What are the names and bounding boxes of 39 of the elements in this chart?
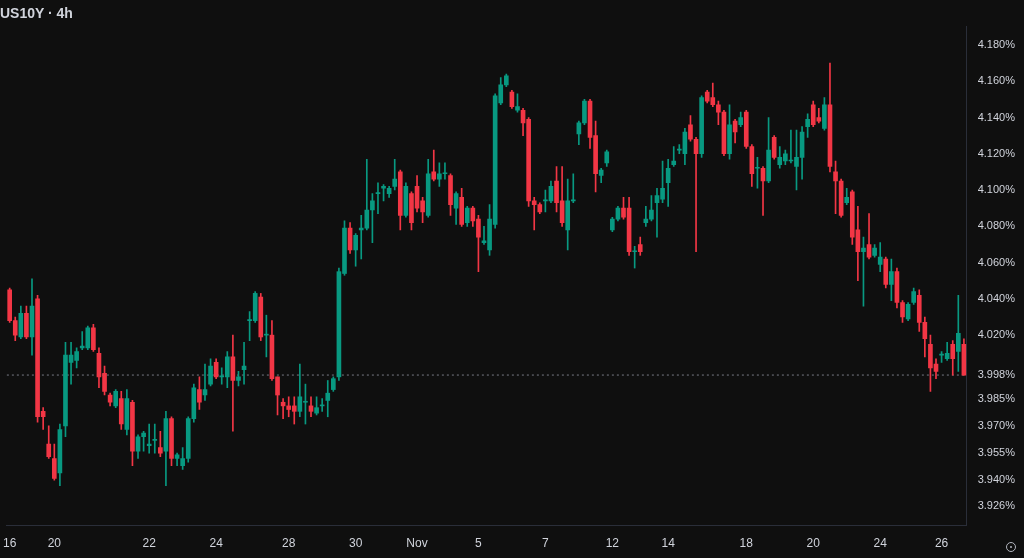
candlestick: [877, 242, 883, 272]
y-tick-label: 4.040%: [977, 291, 1016, 304]
y-tick-label: 3.970%: [977, 418, 1016, 431]
x-tick-label: 12: [605, 536, 620, 551]
chart-title: US10Y · 4h: [0, 5, 73, 22]
y-tick-label: 4.060%: [977, 255, 1016, 268]
y-tick-label: 4.180%: [977, 37, 1016, 50]
candlestick: [325, 380, 331, 418]
y-tick-label: 4.100%: [977, 183, 1016, 196]
x-tick-label: 7: [542, 536, 550, 551]
y-tick-label: 3.998%: [977, 368, 1016, 381]
x-tick-label: 18: [739, 536, 754, 551]
y-tick-label: 3.926%: [977, 498, 1016, 511]
x-tick-label: 16: [2, 536, 17, 551]
x-tick-label: 28: [282, 536, 296, 551]
x-tick-label: 24: [209, 536, 224, 551]
y-tick-label: 4.120%: [977, 146, 1016, 159]
x-tick-label: 30: [348, 536, 363, 551]
x-tick-label: Nov: [406, 536, 428, 551]
y-tick-label: 4.080%: [977, 219, 1016, 232]
y-tick-label: 4.020%: [977, 328, 1016, 341]
x-tick-label: 20: [47, 536, 62, 551]
x-tick-label: 22: [142, 536, 157, 551]
y-tick-label: 4.140%: [977, 110, 1016, 123]
y-tick-label: 4.160%: [977, 74, 1016, 87]
x-tick-label: 14: [661, 536, 676, 551]
candlestick: [375, 182, 381, 214]
candlestick: [671, 146, 677, 167]
x-tick-label: 24: [873, 536, 888, 551]
x-tick-label: 26: [934, 536, 949, 551]
candlestick: [431, 149, 437, 182]
y-tick-label: 3.985%: [977, 391, 1016, 404]
x-tick-label: 20: [806, 536, 821, 551]
candlestick: [152, 423, 158, 454]
candlestick: [643, 206, 649, 227]
x-tick-label: 5: [475, 536, 483, 551]
y-tick-label: 3.940%: [977, 473, 1016, 486]
y-tick-label: 3.955%: [977, 446, 1016, 459]
candlestick: [955, 294, 961, 372]
